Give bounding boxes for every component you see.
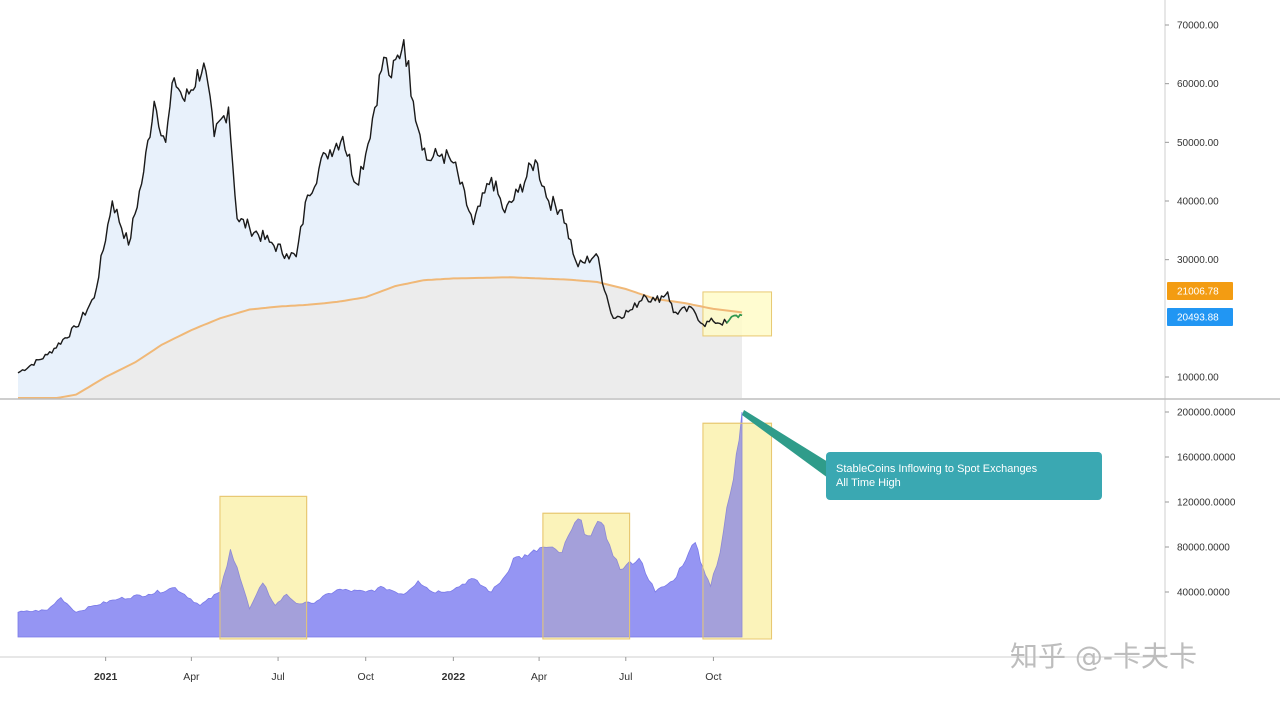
stablecoin-highlight-overlay-1 [219, 495, 308, 640]
stablecoin-y-tick-label: 160000.0000 [1177, 453, 1236, 464]
stablecoin-highlight-overlay-2 [542, 512, 631, 640]
price-highlight-box-1 [702, 291, 773, 337]
moving-average-line [18, 276, 743, 399]
annotation-callout: StableCoins Inflowing to Spot Exchanges … [742, 410, 1102, 500]
stablecoin-y-tick-label: 80000.0000 [1177, 543, 1230, 554]
annotation-line-1: StableCoins Inflowing to Spot Exchanges [836, 463, 1038, 475]
stablecoin-y-tick-label: 40000.0000 [1177, 588, 1230, 599]
price-y-tick-label: 60000.00 [1177, 79, 1219, 90]
price-panel [17, 39, 773, 399]
stablecoin-inflow-area [17, 411, 743, 638]
x-tick-label: Jul [619, 671, 632, 683]
price-y-tick-label: 70000.00 [1177, 21, 1219, 32]
moving-average-fill [18, 277, 742, 398]
price-tag-orange [1167, 282, 1233, 300]
axes: 10000.00 30000.00 40000.00 50000.00 60000.00… [0, 0, 1280, 683]
price-line-latest [726, 313, 743, 324]
annotation-box [826, 452, 1102, 500]
price-tag-blue [1167, 308, 1233, 326]
price-y-tick-label: 30000.00 [1177, 255, 1219, 266]
x-tick-label: 2022 [442, 671, 466, 683]
x-tick-label: Oct [705, 671, 721, 683]
price-tag-label-blue: 20493.88 [1177, 313, 1219, 324]
watermark: 知乎 @-卡夫卡 [1010, 640, 1197, 673]
price-line [17, 39, 743, 374]
price-tag-label-orange: 21006.78 [1177, 287, 1219, 298]
x-tick-label: Apr [531, 671, 548, 683]
x-tick-label: 2021 [94, 671, 118, 683]
stablecoin-y-tick-label: 120000.0000 [1177, 498, 1236, 509]
stablecoin-highlight-overlay-3 [702, 422, 773, 640]
x-tick-label: Jul [271, 671, 284, 683]
annotation-line-2: All Time High [836, 477, 901, 489]
annotation-pointer [742, 410, 828, 478]
price-y-tick-label: 10000.00 [1177, 373, 1219, 384]
stablecoin-panel [17, 411, 773, 640]
price-y-tick-label: 50000.00 [1177, 138, 1219, 149]
stablecoin-y-tick-label: 200000.0000 [1177, 408, 1236, 419]
x-tick-label: Oct [358, 671, 374, 683]
x-tick-label: Apr [183, 671, 200, 683]
price-y-tick-label: 40000.00 [1177, 197, 1219, 208]
